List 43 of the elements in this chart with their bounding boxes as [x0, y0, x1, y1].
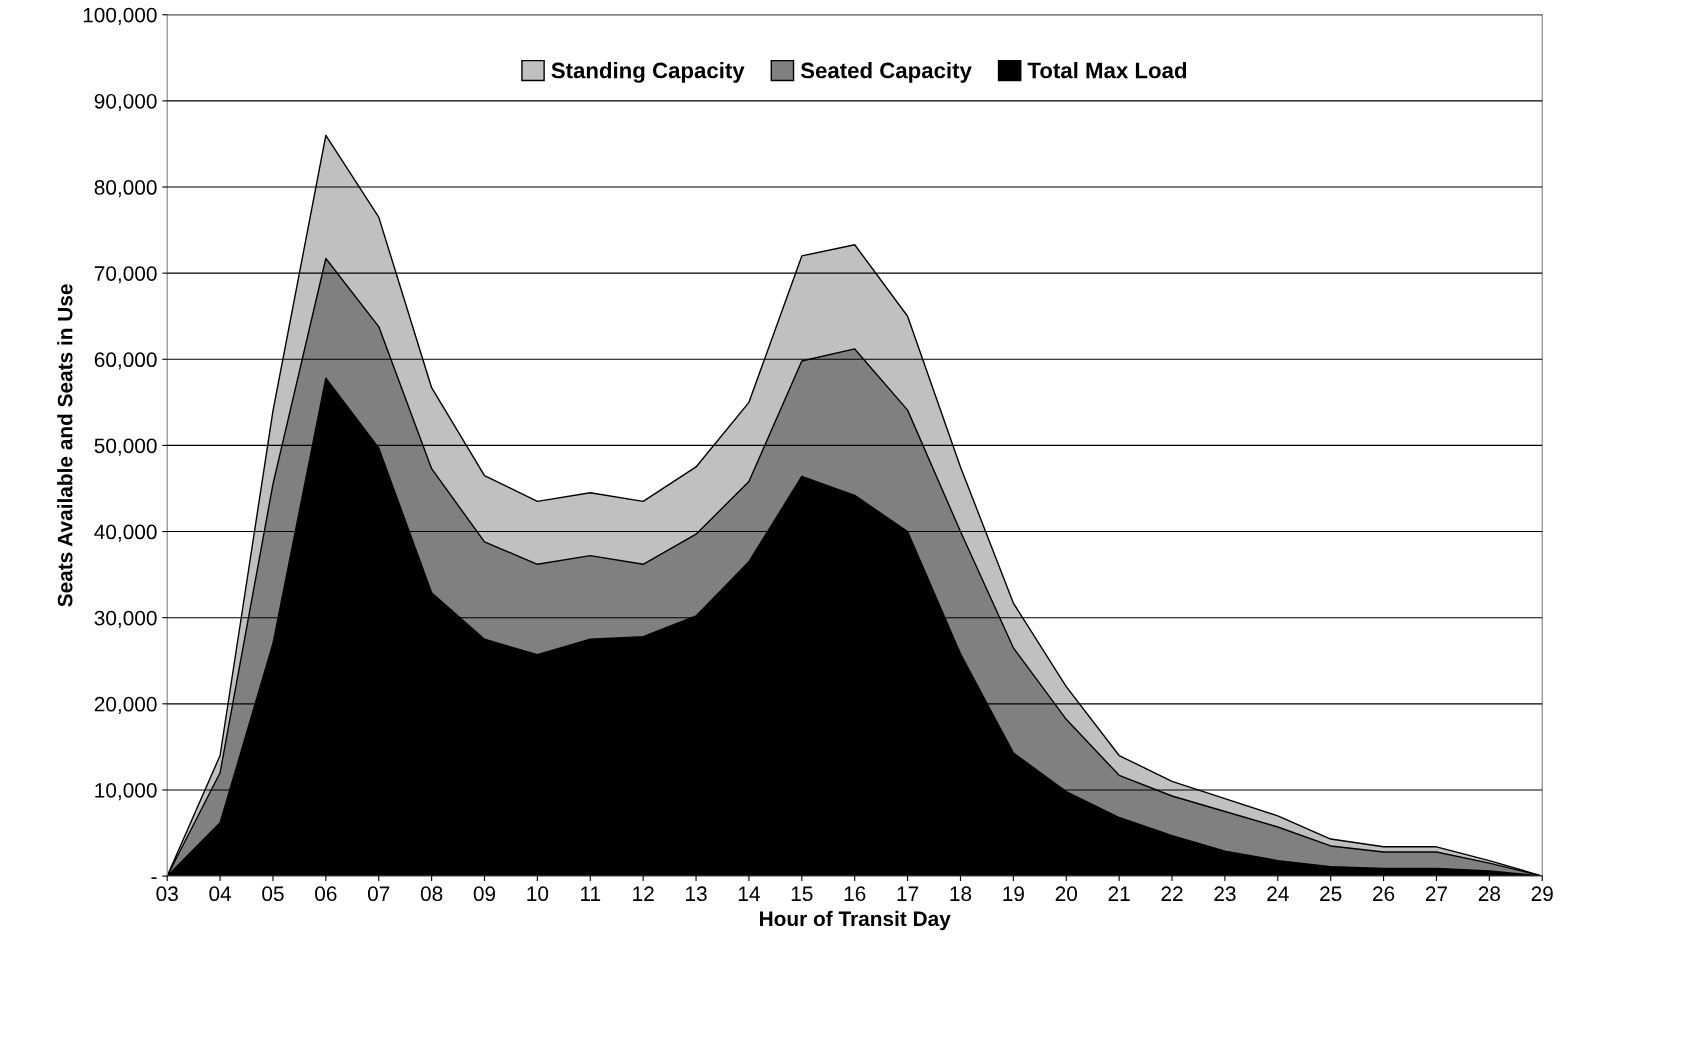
x-tick-label: 25: [1320, 886, 1342, 902]
x-tick-label: 08: [420, 886, 443, 902]
legend-label: Total Max Load: [1027, 62, 1187, 79]
y-tick-label: 10,000: [95, 782, 157, 801]
x-tick-label: 21: [1108, 886, 1130, 901]
x-tick-label: 05: [262, 886, 284, 902]
y-axis-title: Seats Available and Seats in Use: [57, 284, 73, 607]
x-tick-label: 07: [367, 886, 390, 902]
x-tick-label: 12: [633, 886, 654, 901]
x-tick-label: 26: [1373, 886, 1395, 902]
y-tick-label: 30,000: [94, 610, 157, 628]
x-tick-label: 04: [209, 886, 232, 902]
x-tick-label: 29: [1531, 886, 1553, 902]
legend-label: Standing Capacity: [551, 62, 745, 83]
y-tick-label: 20,000: [94, 696, 157, 715]
x-axis-title: Hour of Transit Day: [760, 910, 951, 931]
y-tick-label: -: [151, 877, 157, 879]
x-tick-label: 15: [791, 886, 813, 902]
x-tick-label: 11: [581, 886, 601, 901]
y-tick-label: 80,000: [94, 180, 157, 198]
legend-label: Seated Capacity: [800, 62, 972, 83]
y-tick-label: 60,000: [94, 352, 157, 370]
y-tick-label: 50,000: [94, 438, 157, 456]
x-tick-label: 16: [844, 886, 866, 902]
y-tick-label: 90,000: [94, 93, 157, 112]
x-tick-label: 23: [1214, 886, 1236, 902]
x-tick-label: 06: [315, 886, 337, 902]
x-tick-label: 28: [1478, 886, 1501, 902]
x-tick-label: 19: [1003, 886, 1024, 902]
x-tick-label: 24: [1267, 886, 1289, 901]
y-tick-label: 40,000: [94, 524, 157, 542]
y-tick-label: 100,000: [83, 7, 157, 25]
y-tick-label: 70,000: [94, 266, 157, 284]
x-tick-label: 22: [1161, 886, 1183, 901]
x-tick-label: 03: [156, 886, 178, 902]
x-tick-label: 13: [686, 886, 707, 902]
x-tick-label: 18: [950, 886, 972, 902]
x-tick-label: 20: [1055, 886, 1078, 902]
x-tick-label: 10: [527, 886, 549, 902]
x-tick-label: 27: [1425, 886, 1447, 901]
x-tick-label: 14: [738, 886, 760, 901]
x-tick-label: 17: [897, 886, 919, 901]
x-tick-label: 09: [473, 886, 496, 902]
